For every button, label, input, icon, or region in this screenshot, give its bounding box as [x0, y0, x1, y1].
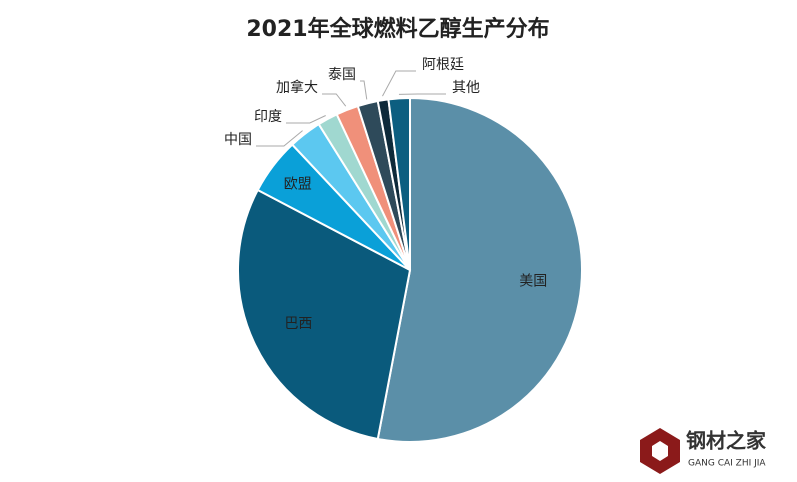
leader-line: [382, 71, 416, 96]
slice-label: 巴西: [284, 316, 312, 332]
slice-label: 泰国: [328, 67, 356, 83]
slice-label: 中国: [224, 132, 252, 148]
leader-line: [360, 81, 367, 99]
slice-label: 加拿大: [276, 79, 318, 96]
slice-label: 其他: [452, 80, 480, 96]
leader-line: [322, 94, 346, 106]
chart-title: 2021年全球燃料乙醇生产分布: [246, 16, 549, 42]
watermark: 钢材之家 GANG CAI ZHI JIA: [640, 428, 767, 474]
slice-label: 印度: [254, 109, 282, 125]
slice-label: 欧盟: [284, 177, 312, 193]
slice-label: 美国: [519, 274, 547, 290]
leader-line: [286, 116, 326, 123]
slice-label: 阿根廷: [422, 57, 464, 73]
watermark-name: 钢材之家: [686, 429, 767, 453]
watermark-pinyin: GANG CAI ZHI JIA: [688, 459, 766, 469]
